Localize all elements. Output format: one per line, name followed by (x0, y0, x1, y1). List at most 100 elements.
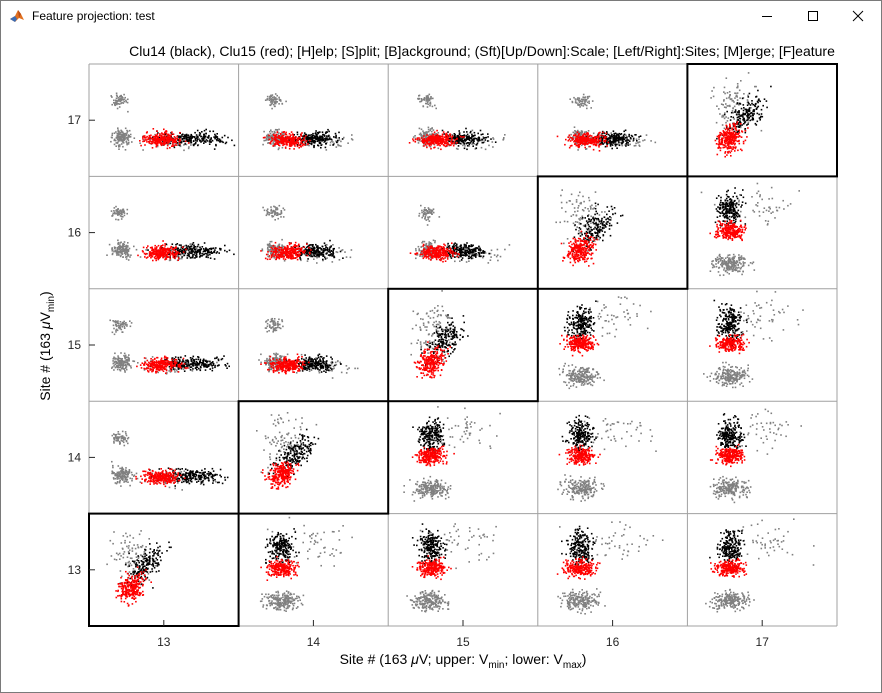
scatter-point (190, 366, 193, 368)
close-button[interactable] (835, 1, 881, 31)
scatter-point (191, 370, 194, 372)
scatter-point (146, 576, 149, 579)
scatter-point (167, 467, 170, 469)
scatter-point (297, 595, 300, 598)
scatter-point (176, 476, 179, 478)
scatter-point (119, 131, 122, 134)
scatter-point (289, 476, 292, 479)
scatter-point (156, 252, 158, 254)
scatter-point (169, 371, 172, 373)
scatter-point (181, 250, 183, 252)
title-bar[interactable]: Feature projection: test (1, 1, 881, 31)
scatter-point (156, 141, 159, 144)
scatter-point (190, 144, 192, 146)
scatter-point (126, 132, 128, 134)
scatter-point (113, 472, 115, 475)
scatter-point (129, 562, 132, 565)
scatter-point (277, 481, 280, 484)
scatter-point (123, 362, 126, 364)
scatter-point (128, 565, 131, 567)
scatter-point (113, 250, 115, 253)
scatter-point (140, 577, 142, 579)
scatter-point (302, 442, 305, 444)
scatter-point (200, 141, 202, 143)
scatter-point (121, 466, 123, 469)
scatter-point (155, 477, 157, 479)
scatter-point (125, 137, 127, 139)
scatter-point (199, 133, 202, 135)
scatter-point (118, 148, 120, 150)
scatter-point (177, 249, 179, 252)
scatter-point (152, 140, 154, 143)
scatter-point (262, 604, 265, 606)
scatter-point (153, 483, 155, 485)
scatter-point (264, 546, 267, 549)
scatter-point (136, 590, 139, 593)
scatter-point (281, 604, 284, 607)
scatter-point (176, 480, 179, 482)
scatter-point (118, 481, 121, 484)
scatter-point (200, 362, 202, 364)
scatter-point (155, 140, 157, 142)
scatter-point (165, 471, 168, 474)
scatter-point (143, 474, 145, 476)
scatter-point (125, 591, 128, 594)
scatter-point (218, 139, 220, 142)
scatter-point (148, 365, 150, 367)
scatter-point (146, 481, 149, 483)
scatter-point (167, 256, 170, 258)
scatter-point (277, 421, 279, 423)
scatter-point (166, 147, 169, 150)
scatter-point (215, 144, 217, 147)
scatter-point (168, 477, 170, 479)
scatter-point (190, 141, 193, 144)
maximize-button[interactable] (790, 1, 836, 31)
scatter-point (154, 552, 156, 554)
scatter-point (192, 144, 195, 147)
scatter-point (162, 470, 164, 472)
scatter-point (156, 483, 158, 485)
scatter-point (132, 360, 134, 362)
minimize-button[interactable] (744, 1, 790, 31)
scatter-point (277, 603, 280, 605)
scatter-point (116, 471, 119, 474)
scatter-point (157, 257, 159, 259)
scatter-point (145, 560, 148, 563)
scatter-point (151, 142, 154, 145)
scatter-point (277, 323, 279, 326)
scatter-point (187, 363, 190, 365)
scatter-point (122, 145, 124, 148)
scatter-point (214, 249, 216, 251)
scatter-point (144, 479, 146, 482)
scatter-point (154, 562, 157, 564)
scatter-point (118, 103, 121, 105)
scatter-point (183, 370, 186, 372)
scatter-point (204, 474, 206, 476)
scatter-point (333, 555, 335, 557)
scatter-point (198, 362, 200, 365)
scatter-point (120, 361, 122, 363)
scatter-point (112, 324, 115, 327)
scatter-point (127, 589, 129, 592)
scatter-point (224, 476, 226, 479)
scatter-point (146, 359, 149, 362)
scatter-point (123, 584, 126, 587)
scatter-point (148, 472, 150, 474)
scatter-point (273, 541, 275, 544)
scatter-point (152, 368, 154, 371)
scatter-point (160, 255, 163, 257)
scatter-point (119, 360, 121, 362)
scatter-point (178, 366, 181, 368)
scatter-point (143, 553, 145, 555)
scatter-point (138, 577, 141, 579)
scatter-point (197, 251, 199, 253)
scatter-point (292, 440, 294, 442)
scatter-point (115, 218, 117, 221)
scatter-point (225, 365, 227, 367)
scatter-point (164, 254, 167, 257)
scatter-point (333, 565, 335, 567)
scatter-point (309, 541, 312, 543)
scatter-point (134, 569, 136, 572)
scatter-point (224, 479, 227, 481)
